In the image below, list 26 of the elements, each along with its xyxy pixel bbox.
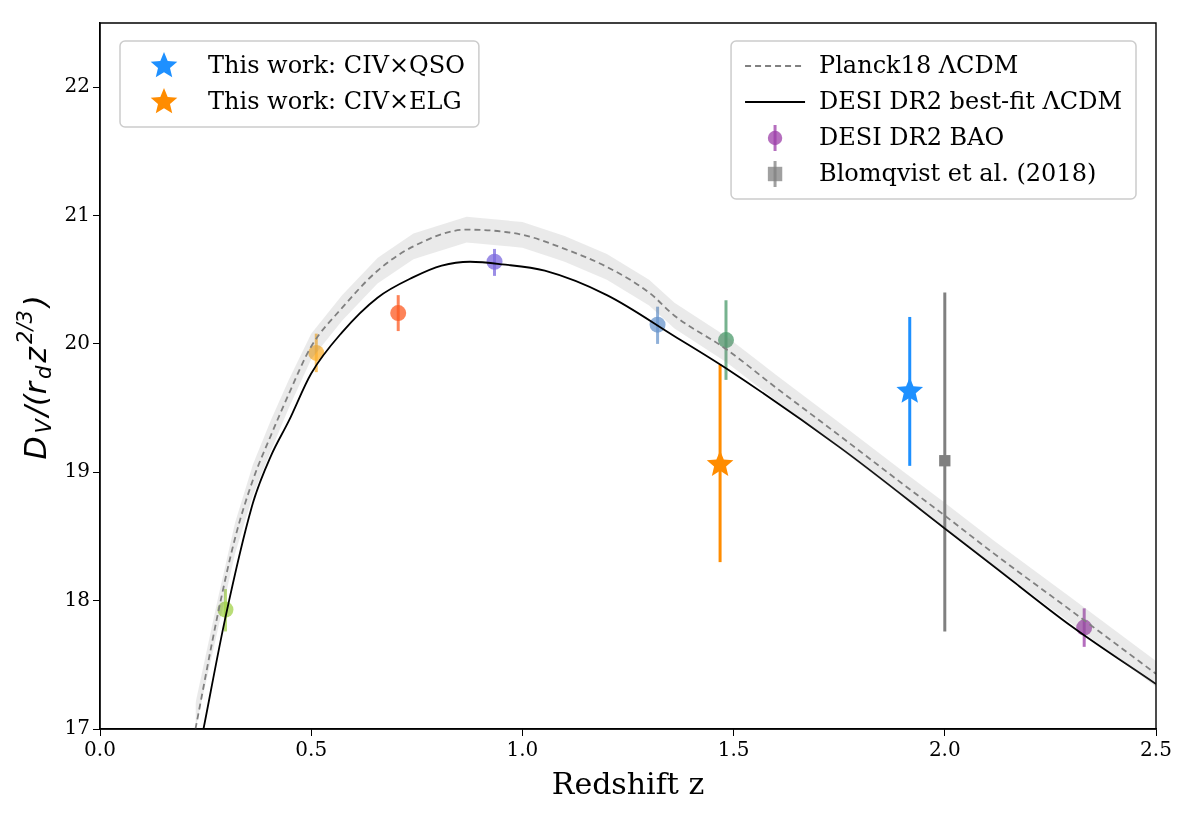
legend-label: Planck18 ΛCDM (819, 51, 1019, 80)
point (308, 344, 325, 361)
x-tick-label: 0.0 (84, 737, 116, 762)
x-tick-label: 2.5 (1140, 737, 1172, 762)
y-axis-title: DV/(rdz2/3) (13, 295, 57, 460)
legend-label: This work: CIV×QSO (208, 51, 465, 80)
legend-label: DESI DR2 best-fit ΛCDM (819, 87, 1122, 116)
y-tick-label: 17 (64, 715, 90, 740)
point (390, 305, 407, 322)
point (896, 377, 924, 403)
x-tick-label: 2.0 (928, 737, 961, 762)
x-tick-label: 1.0 (506, 737, 539, 762)
y-tick-label: 21 (64, 201, 90, 226)
y-tick-label: 18 (64, 586, 90, 611)
x-axis-title: Redshift z (551, 765, 705, 801)
point (718, 332, 734, 349)
point (939, 455, 951, 467)
x-tick-label: 1.5 (717, 737, 750, 762)
legend-label: Blomqvist et al. (2018) (819, 159, 1097, 188)
y-tick-label: 20 (64, 330, 90, 355)
x-tick-label: 0.5 (295, 737, 328, 762)
y-tick-label: 22 (64, 73, 90, 98)
legend-label: DESI DR2 BAO (819, 123, 1005, 152)
point (706, 450, 734, 476)
y-tick-label: 19 (64, 458, 90, 483)
legend-label: This work: CIV×ELG (208, 87, 462, 116)
